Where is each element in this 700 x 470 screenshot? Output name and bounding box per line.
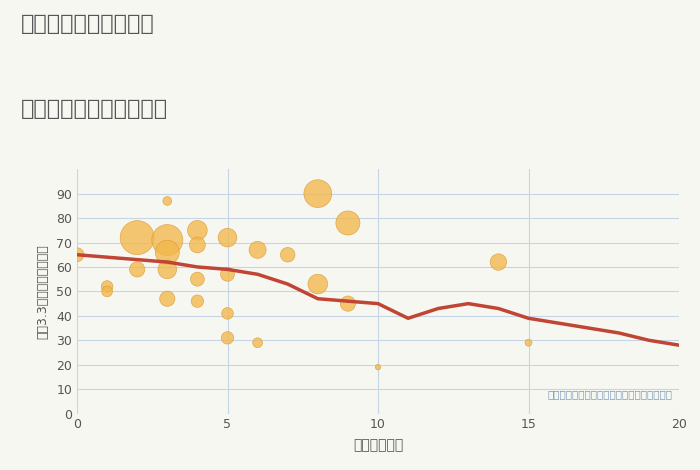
Point: [493, 258, 504, 266]
Point: [252, 246, 263, 254]
Point: [162, 197, 173, 205]
Point: [282, 251, 293, 258]
Point: [102, 288, 113, 295]
Point: [523, 339, 534, 346]
Point: [192, 241, 203, 249]
Point: [102, 283, 113, 290]
Point: [192, 227, 203, 234]
Point: [342, 300, 354, 307]
Point: [162, 236, 173, 244]
Point: [312, 190, 323, 197]
Point: [372, 363, 384, 371]
Text: 駅距離別中古戸建て価格: 駅距離別中古戸建て価格: [21, 99, 168, 119]
Point: [132, 266, 143, 273]
Point: [71, 251, 83, 258]
Point: [222, 271, 233, 278]
Point: [132, 234, 143, 242]
Point: [252, 339, 263, 346]
X-axis label: 駅距離（分）: 駅距離（分）: [353, 439, 403, 453]
Point: [192, 275, 203, 283]
Point: [162, 249, 173, 256]
Point: [162, 266, 173, 273]
Point: [312, 280, 323, 288]
Point: [342, 219, 354, 227]
Point: [222, 310, 233, 317]
Text: 円の大きさは、取引のあった物件面積を示す: 円の大きさは、取引のあった物件面積を示す: [548, 389, 673, 399]
Text: 愛知県愛西市渕高町の: 愛知県愛西市渕高町の: [21, 14, 155, 34]
Point: [222, 334, 233, 342]
Y-axis label: 坪（3.3㎡）単価（万円）: 坪（3.3㎡）単価（万円）: [36, 244, 49, 339]
Point: [162, 295, 173, 303]
Point: [192, 298, 203, 305]
Point: [222, 234, 233, 242]
